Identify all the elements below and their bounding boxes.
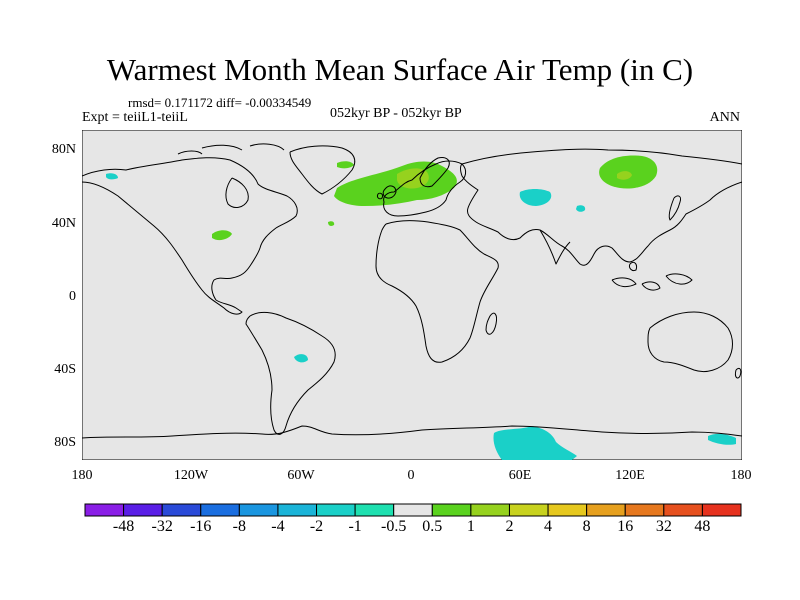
british-isles-coast [377, 185, 397, 200]
greenland-small-warming [337, 161, 354, 169]
colorbar-swatch [393, 503, 433, 517]
subtitle: 052kyr BP - 052kyr BP [330, 106, 462, 121]
lon-label-60w: 60W [287, 468, 315, 483]
colorbar [84, 503, 742, 517]
colorbar-swatch [123, 503, 163, 517]
scandinavia-coast [419, 157, 450, 188]
colorbar-label: -16 [190, 518, 212, 535]
maritime-se-asia-coast [611, 261, 693, 291]
colorbar-swatch [663, 503, 703, 517]
tibet-cooling-spot [576, 205, 586, 212]
lat-label-0: 0 [69, 289, 76, 304]
new-zealand-coast [735, 367, 742, 379]
lon-label-180e: 180 [730, 468, 752, 483]
colorbar-label: 0.5 [422, 518, 443, 535]
colorbar-label: -1 [348, 518, 362, 535]
alaska-cooling-spot [106, 173, 118, 180]
colorbar-label: 16 [617, 518, 634, 535]
colorbar-swatch [470, 503, 510, 517]
colorbar-label: 4 [544, 518, 553, 535]
japan-coast [668, 195, 681, 221]
lat-label-40s: 40S [54, 362, 76, 377]
ross-sea-cooling-spot [708, 433, 736, 445]
lat-label-40n: 40N [51, 216, 76, 231]
colorbar-swatch [316, 503, 356, 517]
lon-label-180w: 180 [71, 468, 93, 483]
colorbar-label: -2 [309, 518, 324, 535]
australia-coast [647, 311, 733, 373]
world-map [82, 130, 742, 460]
siberia-warming-core [617, 171, 632, 180]
antarctica-coast [82, 425, 742, 439]
south-america-coast [245, 311, 336, 435]
colorbar-swatch [431, 503, 472, 517]
arctic-islands-coast [177, 143, 285, 155]
central-asia-cooling [519, 189, 552, 206]
africa-coast [375, 220, 499, 363]
north-america-warming-spot [212, 230, 232, 241]
north-america-coast [82, 157, 298, 315]
colorbar-swatch [508, 503, 549, 517]
plot-title: Warmest Month Mean Surface Air Temp (in … [106, 52, 694, 87]
south-america-cooling-spot [294, 354, 308, 363]
colorbar-swatch [84, 503, 125, 517]
lon-label-120w: 120W [173, 468, 209, 483]
colorbar-swatch [200, 503, 240, 517]
madagascar-coast [485, 312, 497, 335]
coastlines [82, 143, 742, 439]
stats-line: rmsd= 0.171172 diff= -0.00334549 [128, 95, 312, 110]
atlantic-warming-spot [328, 221, 335, 226]
colorbar-swatch [586, 503, 626, 517]
experiment-label: Expt = teiiL1-teiiL [82, 110, 188, 125]
colorbar-label: 2 [505, 518, 514, 535]
colorbar-swatch [624, 503, 665, 517]
colorbar-label: 32 [655, 518, 672, 535]
colorbar-swatch [161, 503, 202, 517]
india-coast [539, 229, 571, 265]
season-label: ANN [709, 110, 740, 125]
colorbar-swatch [277, 503, 318, 517]
colorbar-swatch [354, 503, 395, 517]
greenland-coast [289, 145, 356, 195]
colorbar-label: -0.5 [381, 518, 407, 535]
lon-label-0: 0 [407, 468, 415, 483]
colorbar-label: -32 [151, 518, 173, 535]
colorbar-label: 8 [582, 518, 591, 535]
lat-label-80s: 80S [54, 435, 76, 450]
colorbar-label: 48 [694, 518, 711, 535]
colorbar-swatch [238, 503, 279, 517]
lat-label-80n: 80N [51, 142, 76, 157]
colorbar-label: -4 [271, 518, 285, 535]
lon-label-120e: 120E [615, 468, 645, 483]
colorbar-label: -48 [112, 518, 135, 535]
colorbar-swatch [701, 503, 742, 517]
colorbar-label: -8 [232, 518, 246, 535]
antarctica-cooling [493, 426, 577, 460]
lon-label-60e: 60E [508, 468, 532, 483]
colorbar-label: 1 [466, 518, 475, 535]
anomaly-layer [106, 155, 736, 460]
asia-coast [460, 148, 742, 266]
hudson-bay-coast [225, 177, 249, 208]
colorbar-swatch [547, 503, 588, 517]
